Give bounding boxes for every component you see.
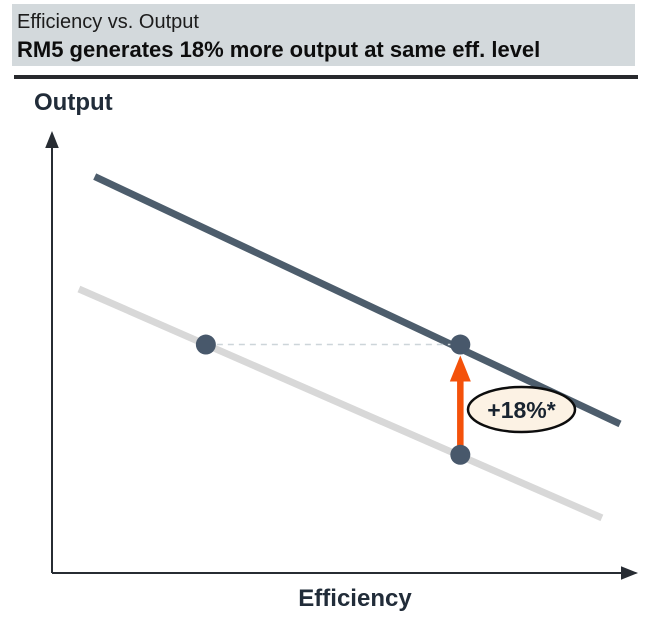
x-axis-arrowhead-icon xyxy=(621,566,638,580)
increase-arrow-head xyxy=(449,355,471,382)
y-axis-label: Output xyxy=(34,89,113,116)
data-marker xyxy=(450,444,471,465)
callout-ellipse xyxy=(466,385,577,434)
slide-subtitle: RM5 generates 18% more output at same ef… xyxy=(17,37,541,62)
data-marker xyxy=(195,334,216,355)
callout-label: +18%* xyxy=(487,397,555,423)
header-divider xyxy=(14,75,638,79)
baseline-line xyxy=(77,285,604,522)
data-marker xyxy=(450,334,471,355)
rm5-line xyxy=(93,173,622,428)
y-axis-arrowhead-icon xyxy=(45,131,59,148)
header-background: Efficiency vs. Output RM5 generates 18% … xyxy=(12,4,635,66)
slide-title: Efficiency vs. Output xyxy=(17,11,199,33)
x-axis-label: Efficiency xyxy=(298,585,412,612)
